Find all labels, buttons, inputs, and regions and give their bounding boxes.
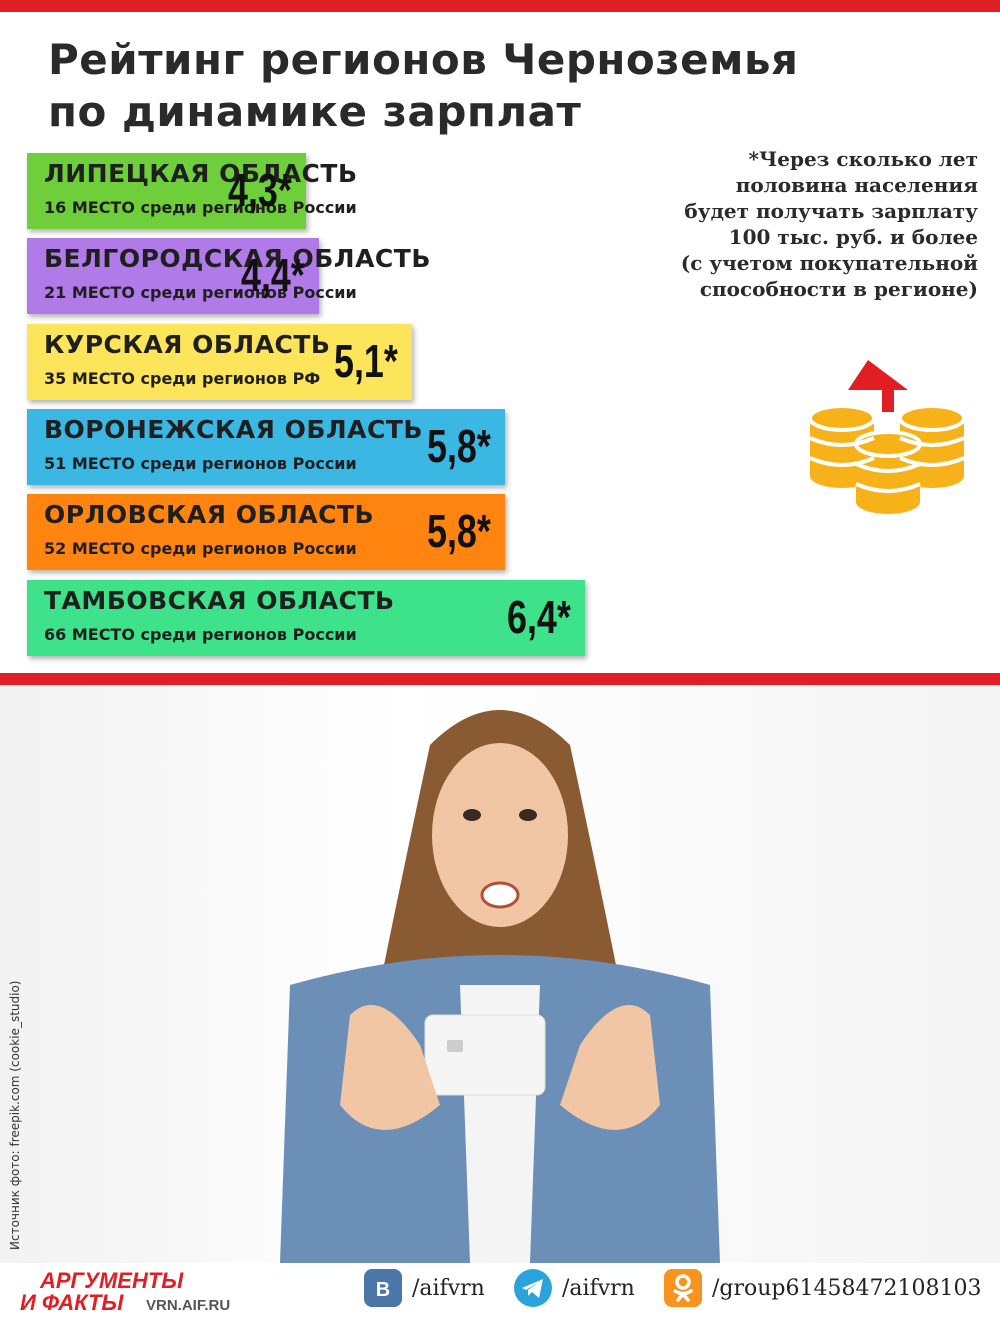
bar-5: ОРЛОВСКАЯ ОБЛАСТЬ 52 МЕСТО среди регионов… bbox=[27, 494, 505, 570]
odnoklassniki-handle[interactable]: /group61458472108103 bbox=[712, 1275, 982, 1301]
logo-line-1: АРГУМЕНТЫ bbox=[39, 1268, 184, 1293]
social-vk[interactable]: В /aifvrn bbox=[364, 1268, 485, 1308]
aif-logo[interactable]: АРГУМЕНТЫ И ФАКТЫ VRN.AIF.RU bbox=[18, 1268, 248, 1315]
footnote-line: половина населения bbox=[735, 173, 978, 197]
region-name: ЛИПЕЦКАЯ ОБЛАСТЬ bbox=[44, 159, 358, 188]
coins-icon bbox=[808, 360, 966, 514]
value-label: 4,3* bbox=[228, 164, 292, 216]
bar-2: БЕЛГОРОДСКАЯ ОБЛАСТЬ 21 МЕСТО среди регио… bbox=[27, 238, 430, 314]
logo-line-2: И ФАКТЫ bbox=[20, 1290, 124, 1314]
region-rank: 16 МЕСТО среди регионов России bbox=[44, 198, 357, 217]
page-title: Рейтинг регионов Черноземья по динамике … bbox=[48, 34, 799, 138]
value-label: 5,1* bbox=[334, 335, 398, 387]
footer bbox=[0, 1263, 1000, 1321]
arrow-up-icon bbox=[848, 360, 908, 412]
svg-text:В: В bbox=[376, 1279, 390, 1301]
footnote-line: 100 тыс. руб. и более bbox=[728, 225, 978, 249]
region-rank: 35 МЕСТО среди регионов РФ bbox=[44, 369, 321, 388]
odnoklassniki-icon bbox=[664, 1269, 702, 1307]
footnote-line: способности в регионе) bbox=[699, 277, 978, 301]
hero-photo bbox=[0, 685, 1000, 1263]
vk-handle[interactable]: /aifvrn bbox=[412, 1275, 485, 1301]
vk-icon: В bbox=[364, 1269, 402, 1307]
logo-site: VRN.AIF.RU bbox=[146, 1297, 230, 1314]
title-line-2: по динамике зарплат bbox=[48, 87, 582, 136]
top-red-bar bbox=[0, 0, 1000, 12]
footnote-line: будет получать зарплату bbox=[684, 199, 978, 223]
region-name: ВОРОНЕЖСКАЯ ОБЛАСТЬ bbox=[44, 415, 423, 444]
photo-credit: Источник фото: freepik.com (cookie_studi… bbox=[8, 980, 22, 1250]
bar-6: ТАМБОВСКАЯ ОБЛАСТЬ 66 МЕСТО среди регионо… bbox=[27, 580, 585, 656]
bar-1: ЛИПЕЦКАЯ ОБЛАСТЬ 16 МЕСТО среди регионов … bbox=[27, 153, 357, 229]
title-line-1: Рейтинг регионов Черноземья bbox=[48, 35, 799, 84]
region-name: БЕЛГОРОДСКАЯ ОБЛАСТЬ bbox=[44, 244, 431, 273]
region-rank: 66 МЕСТО среди регионов России bbox=[44, 625, 357, 644]
region-rank: 21 МЕСТО среди регионов России bbox=[44, 283, 357, 302]
footnote-line: (с учетом покупательной bbox=[680, 251, 978, 275]
divider-red-bar bbox=[0, 673, 1000, 685]
region-name: ТАМБОВСКАЯ ОБЛАСТЬ bbox=[44, 586, 395, 615]
social-telegram[interactable]: /aifvrn bbox=[514, 1268, 635, 1308]
region-rank: 51 МЕСТО среди регионов России bbox=[44, 454, 357, 473]
value-label: 6,4* bbox=[507, 591, 571, 643]
social-odnoklassniki[interactable]: /group61458472108103 bbox=[664, 1268, 981, 1308]
value-label: 5,8* bbox=[427, 505, 491, 557]
region-name: КУРСКАЯ ОБЛАСТЬ bbox=[44, 330, 331, 359]
value-label: 4,4* bbox=[241, 249, 305, 301]
telegram-handle[interactable]: /aifvrn bbox=[562, 1275, 635, 1301]
footnote: *Через сколько лет половина населения бу… bbox=[648, 146, 978, 302]
bar-3: КУРСКАЯ ОБЛАСТЬ 35 МЕСТО среди регионов Р… bbox=[27, 324, 412, 400]
value-label: 5,8* bbox=[427, 420, 491, 472]
region-name: ОРЛОВСКАЯ ОБЛАСТЬ bbox=[44, 500, 375, 529]
footnote-line: *Через сколько лет bbox=[748, 147, 978, 171]
bar-4: ВОРОНЕЖСКАЯ ОБЛАСТЬ 51 МЕСТО среди регион… bbox=[27, 409, 505, 485]
telegram-icon bbox=[514, 1269, 552, 1307]
region-rank: 52 МЕСТО среди регионов России bbox=[44, 539, 357, 558]
